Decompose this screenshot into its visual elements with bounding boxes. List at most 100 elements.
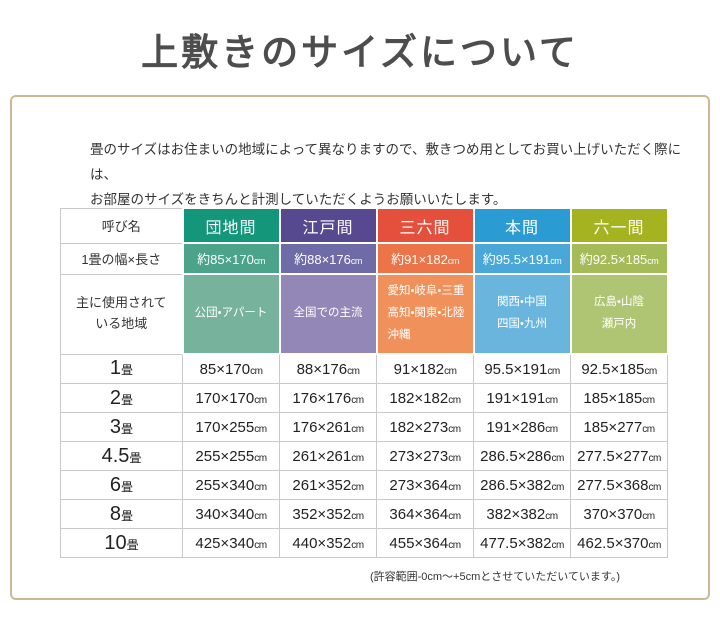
width-value: 約88×176 <box>294 252 351 267</box>
unit-label: cm <box>551 539 564 551</box>
size-value: 477.5×382 <box>480 534 552 552</box>
size-value: 191×191 <box>486 389 546 407</box>
width-value: 約95.5×191 <box>482 252 551 267</box>
width-cell: 約95.5×191cm <box>472 242 572 275</box>
unit-label: cm <box>648 452 661 464</box>
size-cell: 462.5×370cm <box>570 528 668 558</box>
size-cell: 286.5×286cm <box>473 441 571 471</box>
size-cell: 95.5×191cm <box>473 353 571 384</box>
size-cell: 261×261cm <box>279 441 377 471</box>
unit-label: cm <box>448 539 461 551</box>
unit-label: cm <box>648 539 661 551</box>
unit-label: cm <box>351 481 364 493</box>
unit-label: cm <box>551 481 564 493</box>
unit-label: cm <box>351 539 364 551</box>
unit-label: cm <box>351 510 364 522</box>
size-cell: 88×176cm <box>279 353 377 384</box>
region-cell: 愛知・岐阜・三重 高知・関東・北陸 沖縄 <box>375 273 475 355</box>
size-value: 286.5×382 <box>480 476 552 494</box>
unit-label: cm <box>351 423 364 435</box>
size-cell: 182×182cm <box>376 383 474 413</box>
unit-label: cm <box>545 394 558 406</box>
width-value: 約92.5×185 <box>579 252 648 267</box>
table-row: 3畳 170×255cm 176×261cm 182×273cm 191×286… <box>60 412 668 442</box>
size-cell: 185×277cm <box>570 412 668 442</box>
size-cell: 191×191cm <box>473 383 571 413</box>
size-count: 8 <box>109 502 122 525</box>
size-row-label: 2畳 <box>60 383 183 413</box>
size-value: 382×382 <box>486 505 546 523</box>
unit-label: cm <box>444 365 457 377</box>
unit-label: cm <box>551 452 564 464</box>
size-cell: 255×255cm <box>182 441 280 471</box>
content-frame: 畳のサイズはお住まいの地域によって異なりますので、敷きつめ用としてお買い上げいた… <box>10 95 710 600</box>
size-cell: 176×176cm <box>279 383 377 413</box>
size-cell: 261×352cm <box>279 470 377 500</box>
unit-label: cm <box>254 423 267 435</box>
size-cell: 191×286cm <box>473 412 571 442</box>
size-value: 277.5×277 <box>577 447 649 465</box>
unit-label: cm <box>254 481 267 493</box>
size-value: 277.5×368 <box>577 476 649 494</box>
unit-label: cm <box>254 539 267 551</box>
table-row: 1畳 85×170cm 88×176cm 91×182cm 95.5×191cm… <box>60 353 668 384</box>
unit-label: cm <box>254 452 267 464</box>
unit-label: cm <box>448 452 461 464</box>
region-cell: 公団・アパート <box>181 273 281 355</box>
table-row: 8畳 340×340cm 352×352cm 364×364cm 382×382… <box>60 499 668 529</box>
size-cell: 440×352cm <box>279 528 377 558</box>
tolerance-note: (許容範囲-0cm～+5cmとさせていただいています。) <box>369 571 620 583</box>
unit-label: cm <box>644 365 657 377</box>
size-value: 286.5×286 <box>480 447 552 465</box>
size-cell: 273×273cm <box>376 441 474 471</box>
unit-label: cm <box>448 481 461 493</box>
size-value: 85×170 <box>199 360 251 378</box>
unit-label: cm <box>642 510 655 522</box>
size-value: 255×340 <box>195 476 255 494</box>
column-header: 本間 <box>472 207 572 244</box>
unit-label: cm <box>448 510 461 522</box>
size-value: 185×277 <box>583 418 643 436</box>
size-value: 455×364 <box>389 534 449 552</box>
size-value: 370×370 <box>583 505 643 523</box>
region-row: 主に使用されて いる地域 公団・アパート 全国での主流 愛知・岐阜・三重 高知・… <box>60 273 669 355</box>
size-value: 261×261 <box>292 447 352 465</box>
width-cell: 約88×176cm <box>278 242 378 275</box>
size-count: 3 <box>109 415 122 438</box>
size-cell: 425×340cm <box>182 528 280 558</box>
unit-label: cm <box>545 510 558 522</box>
width-cell: 約85×170cm <box>181 242 281 275</box>
column-header: 六一間 <box>569 207 669 244</box>
size-row-label: 10畳 <box>60 528 183 558</box>
size-cell: 277.5×368cm <box>570 470 668 500</box>
unit-label: cm <box>351 394 364 406</box>
size-value: 440×352 <box>292 534 352 552</box>
size-cell: 340×340cm <box>182 499 280 529</box>
width-row: 1畳の幅×長さ 約85×170cm 約88×176cm 約91×182cm 約9… <box>60 242 669 275</box>
size-cell: 477.5×382cm <box>473 528 571 558</box>
size-cell: 91×182cm <box>376 353 474 384</box>
unit-label: cm <box>447 256 460 266</box>
tatami-suffix: 畳 <box>121 421 134 436</box>
size-cell: 364×364cm <box>376 499 474 529</box>
size-value: 170×255 <box>195 418 255 436</box>
table-row: 10畳 425×340cm 440×352cm 455×364cm 477.5×… <box>60 528 668 558</box>
unit-label: cm <box>448 423 461 435</box>
unit-label: cm <box>547 365 560 377</box>
table-row: 6畳 255×340cm 261×352cm 273×364cm 286.5×3… <box>60 470 668 500</box>
size-value: 352×352 <box>292 505 352 523</box>
page-title: 上敷きのサイズについて <box>141 30 579 74</box>
size-value: 191×286 <box>486 418 546 436</box>
size-cell: 455×364cm <box>376 528 474 558</box>
intro-text: 畳のサイズはお住まいの地域によって異なりますので、敷きつめ用としてお買い上げいた… <box>90 142 682 207</box>
size-value: 182×273 <box>389 418 449 436</box>
table-row: 2畳 170×170cm 176×176cm 182×182cm 191×191… <box>60 383 668 413</box>
size-value: 462.5×370 <box>577 534 649 552</box>
size-count: 6 <box>109 473 122 496</box>
region-row-label: 主に使用されて いる地域 <box>60 273 183 355</box>
size-value: 92.5×185 <box>581 360 645 378</box>
region-cell: 関西・中国 四国・九州 <box>472 273 572 355</box>
size-row-label: 8畳 <box>60 499 183 529</box>
size-value: 273×364 <box>389 476 449 494</box>
size-value: 182×182 <box>389 389 449 407</box>
